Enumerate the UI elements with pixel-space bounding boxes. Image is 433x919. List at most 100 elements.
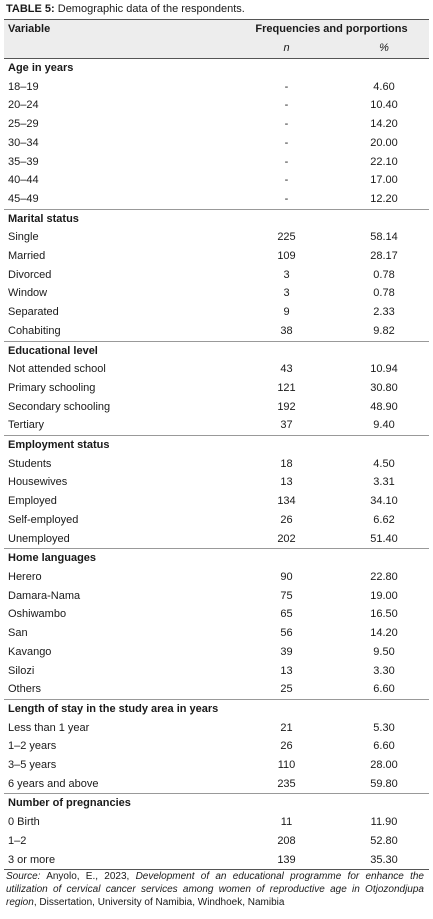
data-row: 40–44 - 17.00 <box>4 171 429 190</box>
header-cell: n <box>234 39 339 59</box>
count-cell: 13 <box>280 664 293 677</box>
row-label: 1–2 <box>8 834 27 847</box>
row-label: Less than 1 year <box>8 721 90 734</box>
row-label: Single <box>8 231 39 244</box>
data-row: Silozi 13 3.30 <box>4 662 429 681</box>
percent-cell: 35.30 <box>339 850 429 871</box>
percent-cell: 10.40 <box>370 99 398 112</box>
data-row: Single 225 58.14 <box>4 228 429 247</box>
count-cell: 110 <box>277 759 296 772</box>
row-label: Housewives <box>8 476 68 489</box>
row-label: Not attended school <box>8 363 106 376</box>
percent-cell: 59.80 <box>370 777 398 790</box>
row-label: Silozi <box>8 664 35 677</box>
section-title: Home languages <box>4 548 429 568</box>
row-label: 40–44 <box>8 174 39 187</box>
percent-cell: 14.20 <box>370 118 398 131</box>
header-row: Variable Frequencies and porportions <box>4 19 429 39</box>
percent-cell: 52.80 <box>370 834 398 847</box>
percent-cell: 9.50 <box>373 645 395 658</box>
row-label: Separated <box>8 306 59 319</box>
row-label: Employed <box>8 495 57 508</box>
row-label: Self-employed <box>8 513 79 526</box>
data-row: Divorced 3 0.78 <box>4 266 429 285</box>
percent-cell: 9.40 <box>373 419 395 432</box>
count-cell: 39 <box>280 645 293 658</box>
data-row: 45–49 - 12.20 <box>4 190 429 209</box>
row-label: Others <box>8 683 42 696</box>
source-label: Source: <box>6 871 41 882</box>
count-cell: 208 <box>277 834 296 847</box>
section-row: Length of stay in the study area in year… <box>4 698 429 719</box>
data-row: 25–29 - 14.20 <box>4 115 429 134</box>
percent-cell: 3.31 <box>373 476 395 489</box>
data-row: 3–5 years 110 28.00 <box>4 756 429 775</box>
data-row: Students 18 4.50 <box>4 455 429 474</box>
row-label: Students <box>8 457 52 470</box>
count-cell: 75 <box>280 589 293 602</box>
count-cell: 3 <box>283 287 290 300</box>
data-row: Unemployed 202 51.40 <box>4 530 429 549</box>
data-row: Not attended school 43 10.94 <box>4 360 429 379</box>
count-cell: 121 <box>277 381 296 394</box>
section-title: Marital status <box>4 208 429 229</box>
header-cell: % <box>339 39 429 59</box>
count-cell: - <box>284 174 289 187</box>
count-cell: 25 <box>280 683 293 696</box>
section-title: Age in years <box>4 57 429 78</box>
header-row: n% <box>4 39 429 59</box>
percent-cell: 4.50 <box>373 457 395 470</box>
data-row: Oshiwambo 65 16.50 <box>4 605 429 624</box>
percent-cell: 58.14 <box>370 231 398 244</box>
percent-cell: 28.17 <box>370 250 398 263</box>
count-cell: 192 <box>277 400 296 413</box>
section-row: Employment status <box>4 435 429 455</box>
percent-cell: 22.10 <box>370 155 398 168</box>
count-cell: 43 <box>280 363 293 376</box>
count-cell: - <box>284 80 289 93</box>
caption: TABLE 5: Demographic data of the respond… <box>6 3 245 15</box>
percent-cell: 14.20 <box>370 627 398 640</box>
data-row: 18–19 - 4.60 <box>4 78 429 97</box>
section-row: Age in years <box>4 57 429 78</box>
data-row: Housewives 13 3.31 <box>4 473 429 492</box>
count-cell: 225 <box>277 231 296 244</box>
row-label: Divorced <box>8 268 52 281</box>
data-row: Kavango 39 9.50 <box>4 643 429 662</box>
count-cell: 109 <box>277 250 296 263</box>
percent-cell: 22.80 <box>370 570 398 583</box>
data-row: Cohabiting 38 9.82 <box>4 322 429 341</box>
row-label: Primary schooling <box>8 381 96 394</box>
data-row: 1–2 years 26 6.60 <box>4 737 429 756</box>
percent-cell: 20.00 <box>370 136 398 149</box>
row-label: Cohabiting <box>8 324 61 337</box>
percent-cell: 5.30 <box>373 721 395 734</box>
count-cell: 11 <box>280 816 293 829</box>
section-title: Employment status <box>4 435 429 455</box>
count-cell: 37 <box>280 419 293 432</box>
row-label: 6 years and above <box>8 777 99 790</box>
count-cell: - <box>284 192 289 205</box>
data-row: 1–2 208 52.80 <box>4 832 429 851</box>
source-rest: , Dissertation, University of Namibia, W… <box>33 897 285 908</box>
percent-cell: 17.00 <box>370 174 398 187</box>
count-cell: 9 <box>283 306 290 319</box>
percent-cell: 30.80 <box>370 381 398 394</box>
count-cell: 235 <box>277 777 296 790</box>
data-row: 35–39 - 22.10 <box>4 153 429 172</box>
percent-cell: 6.62 <box>373 513 395 526</box>
section-title: Number of pregnancies <box>4 793 429 814</box>
row-label: Married <box>8 250 46 263</box>
row-label: 45–49 <box>8 192 39 205</box>
source-author: Anyolo, E., 2023, <box>46 871 130 882</box>
caption-text: Demographic data of the respondents. <box>57 3 245 15</box>
section-row: Number of pregnancies <box>4 793 429 814</box>
percent-cell: 9.82 <box>373 324 395 337</box>
count-cell: 134 <box>277 495 296 508</box>
row-label: San <box>8 627 28 640</box>
percent-cell: 28.00 <box>370 759 398 772</box>
count-cell: 139 <box>234 850 339 871</box>
data-row: Herero 90 22.80 <box>4 568 429 587</box>
header-cell: Frequencies and porportions <box>234 19 429 39</box>
